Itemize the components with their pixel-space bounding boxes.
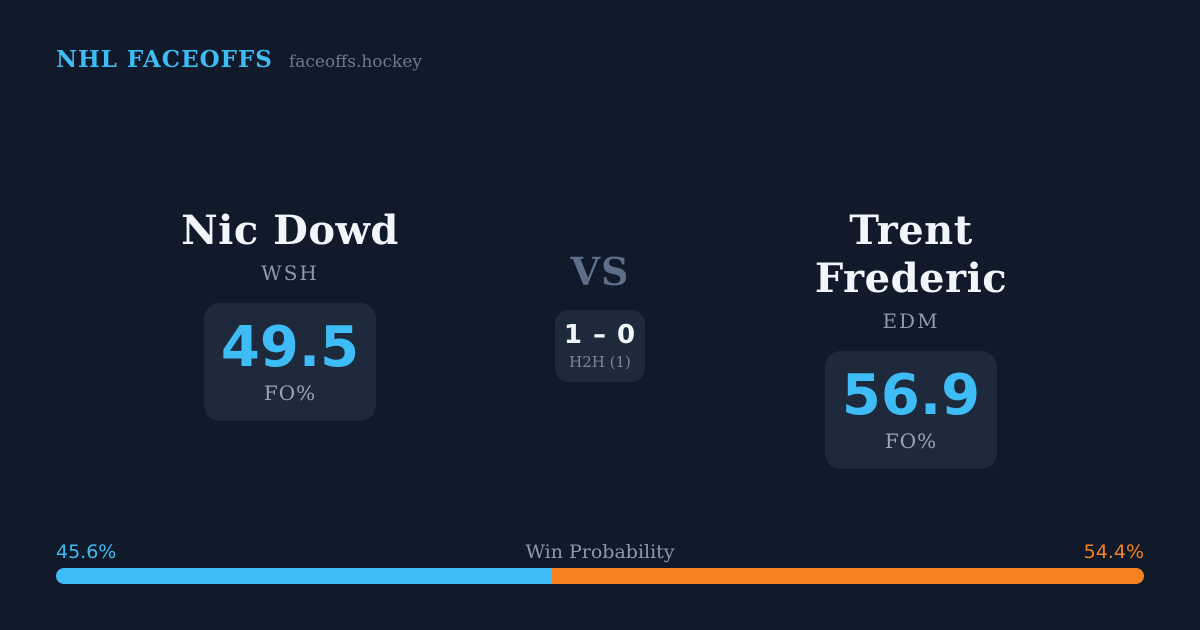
player-left-stat-card: 49.5 FO% — [204, 303, 376, 421]
win-probability-title: Win Probability — [525, 541, 675, 563]
player-left-stat-value: 49.5 — [220, 315, 360, 380]
right-bar-segment — [552, 568, 1144, 584]
h2h-card: 1 – 0 H2H (1) — [555, 309, 645, 382]
win-probability-labels: 45.6% Win Probability 54.4% — [56, 541, 1144, 563]
vs-column: VS 1 – 0 H2H (1) — [520, 250, 680, 382]
player-right: Trent Frederic EDM 56.9 FO% — [751, 207, 1071, 469]
player-right-team: EDM — [882, 309, 940, 333]
player-left-team: WSH — [261, 261, 319, 285]
h2h-score: 1 – 0 — [563, 319, 637, 350]
player-right-stat-value: 56.9 — [841, 363, 981, 428]
site-domain: faceoffs.hockey — [288, 52, 423, 72]
brand-title: NHL FACEOFFS — [56, 46, 273, 73]
player-left-stat-label: FO% — [263, 381, 317, 405]
player-left-name: Nic Dowd — [181, 207, 399, 254]
left-bar-segment — [56, 568, 553, 584]
player-left: Nic Dowd WSH 49.5 FO% — [130, 207, 450, 421]
right-win-pct: 54.4% — [1083, 541, 1144, 563]
header: NHL FACEOFFS faceoffs.hockey — [56, 46, 422, 73]
h2h-label: H2H (1) — [569, 352, 631, 371]
win-probability-bar — [56, 568, 1144, 584]
player-right-stat-label: FO% — [884, 429, 938, 453]
player-right-stat-card: 56.9 FO% — [825, 351, 997, 469]
vs-label: VS — [570, 249, 630, 294]
win-probability-section: 45.6% Win Probability 54.4% — [56, 541, 1144, 584]
left-win-pct: 45.6% — [56, 541, 117, 563]
player-right-name: Trent Frederic — [814, 207, 1008, 302]
